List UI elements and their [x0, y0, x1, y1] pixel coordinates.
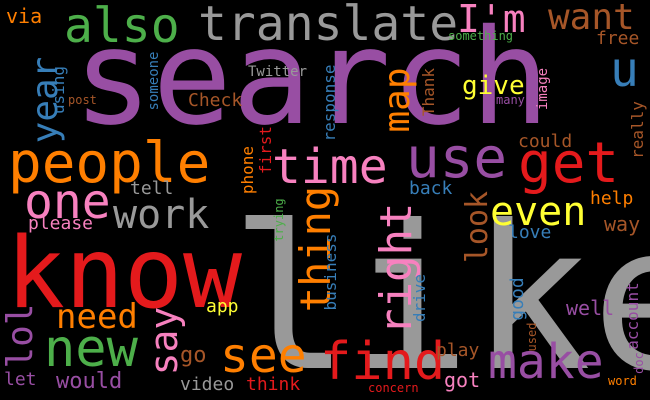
word-would: would: [56, 369, 123, 394]
word-word: word: [608, 374, 637, 388]
word-need: need: [56, 297, 138, 337]
word-want: want: [548, 0, 635, 38]
word-drive: drive: [410, 273, 429, 323]
word-new: new: [44, 319, 138, 379]
word-post: post: [68, 93, 97, 107]
word-using: using: [49, 65, 68, 115]
word-find: find: [320, 332, 446, 392]
word-someone: someone: [146, 51, 162, 111]
word-one: one: [24, 174, 111, 230]
word-people: people: [8, 131, 211, 196]
word-I-m: I'm: [457, 0, 526, 41]
word-image: image: [535, 67, 551, 111]
word-please: please: [28, 213, 94, 234]
word-way: way: [604, 212, 641, 236]
word-get: get: [518, 131, 620, 196]
word-via: via: [6, 4, 43, 28]
word-used: used: [525, 322, 539, 352]
word-let: let: [4, 369, 37, 390]
word-account: account: [623, 282, 642, 350]
word-phone: phone: [238, 145, 257, 195]
word-like: like: [230, 183, 650, 400]
word-play: play: [436, 340, 480, 361]
word-love: love: [508, 222, 552, 243]
word-Check: Check: [188, 90, 243, 111]
word-help: help: [590, 188, 634, 209]
word-search: search: [73, 1, 550, 155]
word-got: got: [444, 368, 481, 392]
word-concern: concern: [368, 381, 419, 395]
word-good: good: [507, 277, 528, 321]
word-free: free: [596, 28, 640, 49]
word-time: time: [272, 139, 388, 195]
word-look: look: [460, 190, 495, 264]
word-business: business: [321, 233, 340, 311]
word-use: use: [406, 126, 508, 191]
word-response: response: [320, 64, 339, 142]
word-go: go: [180, 343, 207, 368]
word-app: app: [206, 296, 239, 317]
word-tell: tell: [130, 178, 174, 199]
word-really: really: [628, 101, 647, 159]
word-trying: trying: [272, 198, 286, 242]
word-lol: lol: [0, 303, 41, 369]
word-could: could: [518, 131, 573, 152]
word-translate: translate: [198, 0, 459, 52]
word-well: well: [566, 296, 615, 320]
word-back: back: [409, 178, 453, 199]
word-Twitter: Twitter: [248, 64, 308, 80]
word-u: u: [610, 42, 639, 98]
word-video: video: [180, 374, 235, 395]
word-map: map: [377, 67, 418, 133]
word-see: see: [220, 328, 307, 384]
word-say: say: [142, 306, 186, 376]
word-Thank: Thank: [419, 67, 438, 117]
word-even: even: [490, 189, 587, 235]
word-make: make: [488, 334, 604, 390]
word-work: work: [113, 192, 210, 238]
word-know: know: [6, 217, 243, 331]
word-something: something: [448, 29, 514, 43]
word-many: many: [496, 93, 525, 107]
word-give: give: [462, 71, 525, 101]
word-first: first: [256, 125, 275, 175]
word-also: also: [64, 0, 180, 54]
word-think: think: [246, 374, 301, 395]
